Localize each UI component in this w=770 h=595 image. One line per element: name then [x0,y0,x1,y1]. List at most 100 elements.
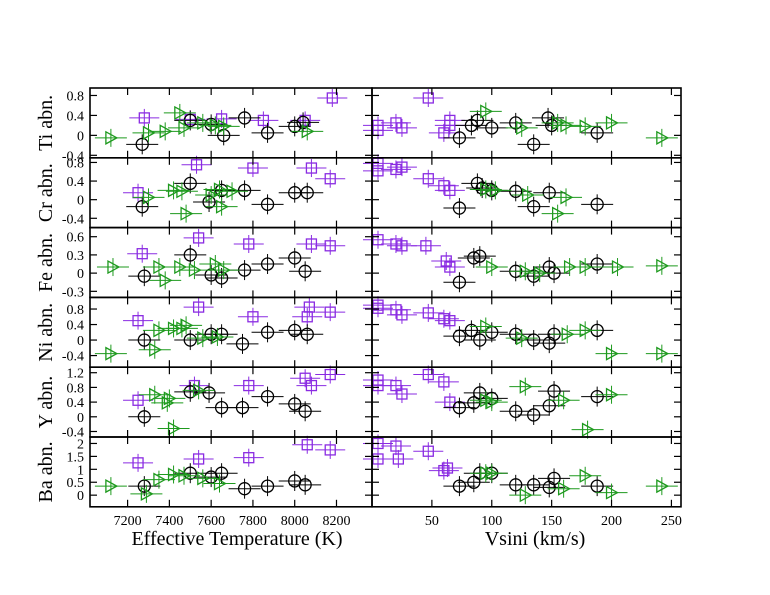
teff-cr-square-point-4 [324,173,336,185]
vsini-ba-triangle-point-5 [605,485,619,500]
ytick-label-1-0: 0.8 [67,156,85,171]
ytick-label-5-1: 1.5 [67,450,85,465]
vsini-ni-triangle-point-3 [579,323,593,338]
teff-ni-triangle-point-0 [105,346,119,361]
teff-xtick-label-5: 8200 [322,514,350,529]
vsini-cr-circle-point-4 [509,184,523,198]
vsini-ti-circle-point-2 [470,113,485,128]
vsini-panel-frame-1 [371,157,682,229]
teff-fe-square-point-4 [324,240,336,252]
vsini-ti-triangle-point-0 [480,104,494,119]
vsini-xtick-label-4: 250 [661,514,682,529]
teff-y-circle-point-0 [137,410,151,424]
teff-ba-triangle-point-1 [140,486,154,501]
vsini-ni-triangle-point-4 [605,346,619,361]
ytick-label-0-3: -0.4 [62,149,84,164]
teff-ti-circle-point-0 [135,137,149,151]
teff-ti-square-point-0 [138,112,150,124]
vsini-ni-circle-point-5 [527,333,541,347]
teff-cr-circle-point-2 [202,195,216,209]
teff-fe-square-point-0 [136,248,148,260]
teff-xtick-label-2: 7600 [197,514,225,529]
teff-ni-circle-point-4 [235,337,250,351]
vsini-fe-square-point-4 [440,255,452,267]
vsini-ba-triangle-point-6 [656,479,670,494]
y-axis-title-2: Fe abn. [35,233,57,292]
teff-ni-square-point-1 [192,301,205,313]
vsini-ti-triangle-point-3 [560,118,574,133]
teff-y-circle-point-5 [260,389,275,404]
vsini-cr-triangle-point-0 [480,182,494,197]
teff-ni-triangle-point-6 [197,331,211,346]
teff-ba-square-point-2 [243,452,255,464]
vsini-ti-square-point-7 [444,119,456,132]
teff-ti-triangle-point-1 [142,125,156,140]
teff-ti-triangle-point-2 [159,124,173,139]
vsini-cr-square-point-1 [372,165,384,177]
teff-ba-circle-point-4 [237,482,252,496]
teff-cr-square-point-1 [190,159,203,171]
y-axis-title-3: Ni abn. [35,303,57,362]
teff-fe-circle-point-5 [260,257,275,271]
teff-ni-circle-point-6 [288,323,302,338]
vsini-ni-triangle-point-5 [656,346,670,361]
teff-ba-circle-point-7 [298,478,312,492]
teff-ti-triangle-point-5 [197,115,211,130]
teff-fe-square-point-2 [243,238,255,250]
vsini-panel-frame-4 [371,366,682,438]
vsini-ni-square-point-4 [422,307,434,319]
teff-panel-frame-4 [89,366,373,438]
teff-cr-triangle-point-3 [180,206,194,221]
teff-ti-circle-point-7 [296,115,310,130]
vsini-ba-square-point-4 [422,445,434,457]
vsini-xtick-label-1: 100 [481,514,502,529]
vsini-ni-triangle-point-1 [516,331,530,346]
teff-fe-circle-point-0 [137,269,151,283]
vsini-ni-square-point-3 [396,309,408,321]
teff-fe-circle-point-1 [183,248,197,262]
teff-ti-square-point-5 [326,92,338,104]
vsini-y-circle-point-8 [590,389,604,404]
teff-y-square-point-2 [243,379,255,392]
vsini-ba-square-point-1 [372,453,384,465]
y-axis-title-1: Cr abn. [35,163,57,222]
y-axis-title-5: Ba abn. [35,441,57,502]
teff-ni-circle-point-3 [214,327,229,341]
vsini-cr-square-point-6 [444,184,456,197]
teff-xtick-label-1: 7400 [155,514,183,529]
teff-ti-triangle-point-7 [218,119,232,134]
teff-y-square-point-5 [324,368,336,381]
x-axis-title-left: Effective Temperature (K) [131,528,342,550]
vsini-fe-triangle-point-2 [534,266,548,281]
vsini-cr-circle-point-0 [452,201,467,215]
teff-cr-triangle-point-6 [226,184,240,199]
teff-ti-circle-point-5 [260,126,275,140]
vsini-y-circle-point-7 [547,384,561,398]
ytick-label-3-0: 0.8 [67,303,85,318]
vsini-ni-triangle-point-2 [561,327,575,342]
ytick-label-4-3: 0 [77,411,84,426]
teff-y-triangle-point-1 [161,395,175,410]
vsini-ba-square-point-3 [392,453,404,465]
teff-fe-square-point-3 [305,238,318,250]
vsini-ba-triangle-point-1 [486,466,500,481]
y-axis-title-0: Ti abn. [35,95,57,151]
vsini-fe-circle-point-7 [590,257,604,271]
ytick-label-1-1: 0.4 [67,175,85,190]
ytick-label-5-0: 2 [77,437,84,452]
ytick-label-4-1: 0.8 [67,381,85,396]
teff-ba-triangle-point-0 [105,479,119,494]
vsini-panel-frame-5 [371,436,682,508]
vsini-y-triangle-point-2 [519,379,533,394]
vsini-xtick-label-3: 200 [601,514,622,529]
teff-cr-triangle-point-4 [205,187,219,203]
vsini-fe-square-point-1 [390,238,402,250]
vsini-ti-triangle-point-2 [551,115,565,130]
vsini-fe-square-point-5 [444,261,456,273]
teff-ba-circle-point-5 [260,479,275,493]
teff-cr-circle-point-4 [237,183,252,198]
teff-ni-triangle-point-7 [211,329,225,345]
vsini-cr-triangle-point-3 [551,206,565,221]
teff-y-triangle-point-4 [192,383,206,398]
ytick-label-2-0: 0.6 [67,231,85,246]
